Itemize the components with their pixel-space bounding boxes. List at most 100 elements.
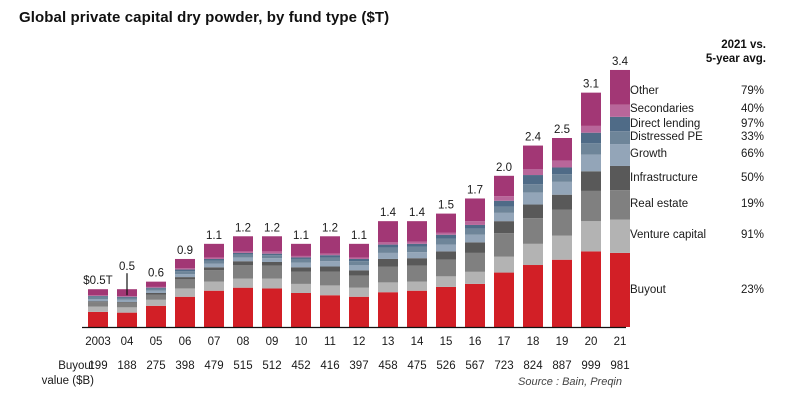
bar-segment-real-estate <box>146 294 166 300</box>
bar-segment-direct-lending <box>465 224 485 229</box>
bar-segment-other <box>407 221 427 242</box>
bar-segment-growth <box>233 257 253 262</box>
bar-segment-direct-lending <box>610 116 630 132</box>
bar-segment-infrastructure <box>465 242 485 253</box>
bar-segment-real-estate <box>378 266 398 283</box>
buyout-value: 475 <box>407 360 426 372</box>
total-label: 2.5 <box>554 124 570 136</box>
total-label: 1.2 <box>235 222 251 234</box>
legend-change-value: 97% <box>741 118 764 130</box>
bar-segment-direct-lending <box>146 287 166 289</box>
legend-change-value: 79% <box>741 85 764 97</box>
bar-segment-distressed-pe <box>610 131 630 145</box>
bar-segment-other <box>465 198 485 222</box>
legend-item-direct-lending: Direct lending <box>630 118 700 130</box>
bar-segment-other <box>233 236 253 252</box>
buyout-value: 397 <box>349 360 368 372</box>
bar-segment-secondaries <box>581 125 601 133</box>
bar-segment-other <box>552 138 572 161</box>
bar-segment-secondaries <box>378 242 398 245</box>
bar-segment-distressed-pe <box>291 258 311 263</box>
bar-segment-buyout <box>204 290 224 327</box>
bar-segment-secondaries <box>523 169 543 176</box>
bar-segment-venture-capital <box>320 285 340 296</box>
bar-segment-buyout <box>436 286 456 327</box>
bar-segment-real-estate <box>117 302 137 308</box>
legend-item-infrastructure: Infrastructure <box>630 172 698 184</box>
bar-segment-secondaries <box>320 253 340 256</box>
bar-segment-other <box>146 281 166 287</box>
bar-segment-secondaries <box>610 104 630 117</box>
bar-segment-infrastructure <box>88 301 108 303</box>
bar-segment-other <box>88 289 108 296</box>
legend-change-value: 40% <box>741 103 764 115</box>
total-label: 1.1 <box>206 230 222 242</box>
chart-title: Global private capital dry powder, by fu… <box>19 9 390 26</box>
bar-segment-growth <box>291 262 311 268</box>
bar-segment-venture-capital <box>494 256 514 273</box>
legend-item-secondaries: Secondaries <box>630 103 694 115</box>
x-tick-label: 09 <box>266 336 279 348</box>
bar-segment-other <box>494 175 514 197</box>
bar-segment-venture-capital <box>233 278 253 288</box>
bar-segment-infrastructure <box>581 171 601 191</box>
bar-segment-real-estate <box>233 265 253 279</box>
bar-segment-infrastructure <box>378 258 398 267</box>
bar-segment-secondaries <box>436 232 456 235</box>
legend-change-value: 23% <box>741 284 764 296</box>
bar-segment-secondaries <box>349 257 369 259</box>
buyout-value: 416 <box>320 360 339 372</box>
bar-segment-buyout <box>552 259 572 327</box>
x-tick-label: 10 <box>295 336 308 348</box>
buyout-value: 981 <box>610 360 629 372</box>
total-label: $0.5T <box>83 275 112 287</box>
legend-item-real-estate: Real estate <box>630 198 688 210</box>
bar-segment-growth <box>349 265 369 271</box>
bar-segment-distressed-pe <box>117 297 137 300</box>
bar-segment-real-estate <box>88 302 108 307</box>
bar-segment-venture-capital <box>88 306 108 312</box>
total-label: 2.0 <box>496 162 512 174</box>
bar-segment-venture-capital <box>291 283 311 293</box>
bar-segment-growth <box>146 290 166 293</box>
bar-segment-real-estate <box>494 233 514 257</box>
buyout-value: 458 <box>378 360 397 372</box>
buyout-value: 479 <box>204 360 223 372</box>
buyout-value: 567 <box>465 360 484 372</box>
x-tick-label: 05 <box>150 336 163 348</box>
bar-segment-other <box>436 213 456 233</box>
bar-segment-secondaries <box>407 241 427 244</box>
bar-segment-secondaries <box>262 251 282 254</box>
total-label: 3.4 <box>612 56 629 68</box>
x-tick-label: 08 <box>237 336 250 348</box>
legend-item-distressed-pe: Distressed PE <box>630 131 703 143</box>
bar-segment-growth <box>494 212 514 222</box>
bar-segment-infrastructure <box>146 292 166 295</box>
bar-segment-growth <box>262 258 282 262</box>
x-tick-label: 18 <box>527 336 540 348</box>
bar-segment-other <box>378 221 398 243</box>
bar-segment-growth <box>581 154 601 172</box>
bar-segment-direct-lending <box>523 175 543 185</box>
bar-segment-real-estate <box>349 275 369 288</box>
total-label: 1.5 <box>438 200 454 212</box>
buyout-value: 275 <box>146 360 165 372</box>
bar-segment-secondaries <box>552 160 572 168</box>
bar-segment-growth <box>204 263 224 268</box>
bar-segment-growth <box>320 261 340 267</box>
bar-segment-infrastructure <box>349 270 369 276</box>
bar-segment-buyout <box>175 296 195 327</box>
bar-segment-growth <box>117 299 137 303</box>
bar-segment-buyout <box>291 292 311 327</box>
x-tick-label: 17 <box>498 336 511 348</box>
bar-segment-infrastructure <box>262 261 282 266</box>
total-label: 1.4 <box>409 207 426 219</box>
legend-change-value: 66% <box>741 148 764 160</box>
bar-segment-direct-lending <box>349 258 369 262</box>
bar-segment-distressed-pe <box>146 288 166 291</box>
bar-segment-growth <box>436 244 456 252</box>
bar-segment-direct-lending <box>204 258 224 261</box>
bar-segment-real-estate <box>465 252 485 272</box>
bar-segment-real-estate <box>552 209 572 236</box>
bar-segment-real-estate <box>320 271 340 286</box>
